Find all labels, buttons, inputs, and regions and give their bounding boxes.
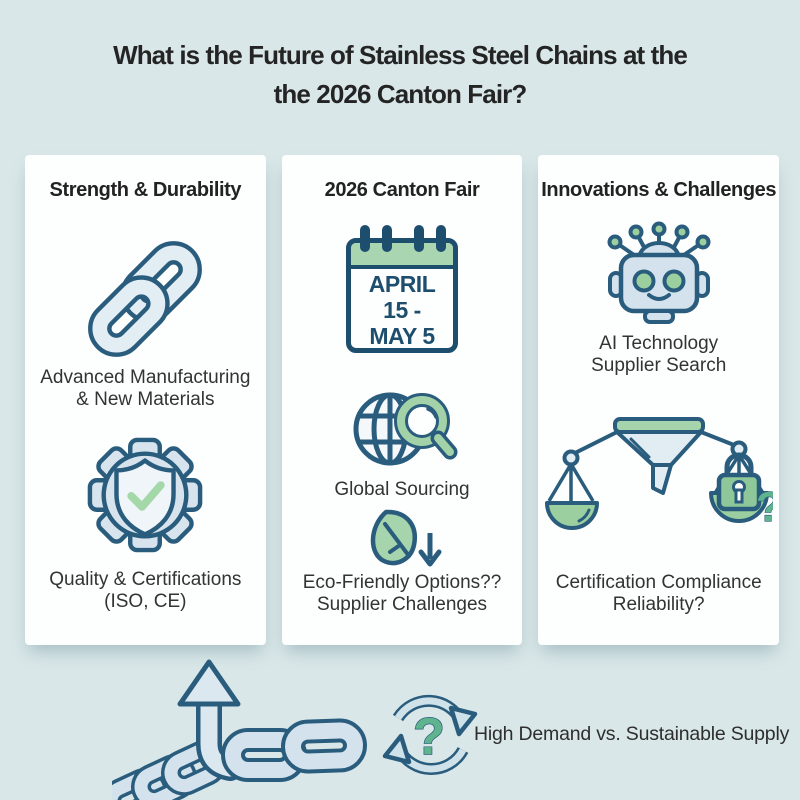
leaf-decline-icon [370,509,442,567]
calendar-icon: APRIL 15 - MAY 5 [343,225,461,353]
page-title-line2: the 2026 Canton Fair? [273,79,528,109]
calendar-body: APRIL 15 - MAY 5 [346,238,458,353]
label-quality-certifications: Quality & Certifications (ISO, CE) [49,569,242,613]
footer-label: High Demand vs. Sustainable Supply [474,723,790,745]
cards-row: Strength & Durability Advanced Manufactu… [25,155,780,645]
footer: ? High Demand vs. Sustainable Supply [0,645,800,800]
calendar-ring [360,225,370,252]
padlock-icon [716,452,761,512]
card-heading: 2026 Canton Fair [324,179,480,201]
funnel-icon [612,417,705,495]
label-ai-technology: AI Technology Supplier Search [591,333,727,377]
cycle-question-icon: ? [382,694,478,776]
broken-chain-growth-icon [112,659,367,800]
label-advanced-manufacturing: Advanced Manufacturing & New Materials [40,367,251,411]
calendar-ring [436,225,446,252]
card-strength-durability: Strength & Durability Advanced Manufactu… [25,155,266,645]
scale-right: ? [708,440,773,531]
page-title-line1: What is the Future of Stainless Steel Ch… [113,40,688,70]
card-innovations-challenges: Innovations & Challenges [538,155,780,645]
chain-link-icon [88,241,203,357]
globe-search-icon [353,392,458,466]
cycle-question-mark: ? [413,708,445,766]
page-title: What is the Future of Stainless Steel Ch… [0,36,800,114]
lock-question-mark: ? [756,483,773,530]
card-heading: Innovations & Challenges [541,179,777,201]
calendar-ring [414,225,424,252]
label-global-sourcing: Global Sourcing [334,479,470,500]
card-canton-fair: 2026 Canton Fair APRIL 15 - MAY 5 [281,155,523,645]
label-eco-friendly: Eco-Friendly Options?? Supplier Challenge… [302,572,502,616]
scale-left [544,449,599,530]
card-heading: Strength & Durability [49,179,242,201]
robot-icon [607,221,711,324]
scales-funnel-icon: ? [544,417,773,531]
calendar-date: APRIL 15 - MAY 5 [368,271,436,349]
gear-shield-check-icon [88,437,203,553]
label-certification-compliance: Certification Compliance Reliability? [555,572,762,616]
calendar-ring [382,225,392,252]
